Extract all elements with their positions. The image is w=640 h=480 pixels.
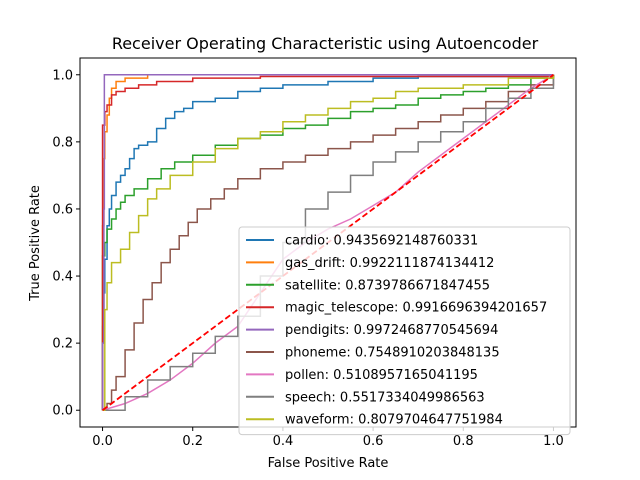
legend-entry: satellite: 0.8739786671847455	[285, 278, 490, 293]
legend-entry: gas_drift: 0.9922111874134412	[285, 256, 494, 271]
y-tick-label: 1.0	[52, 68, 73, 83]
legend-entry: pollen: 0.5108957165041195	[285, 368, 478, 383]
legend-box	[238, 226, 571, 436]
y-tick-label: 0.6	[52, 202, 73, 217]
legend: cardio: 0.9435692148760331 gas_drift: 0.9…	[238, 226, 571, 436]
y-tick-label: 0.2	[52, 337, 73, 352]
legend-entry: cardio: 0.9435692148760331	[285, 234, 478, 249]
series-line-cardio	[101, 74, 555, 411]
x-tick-label: 0.8	[453, 434, 474, 449]
x-tick-label: 0.2	[182, 434, 203, 449]
series-line-magic-telescope	[101, 74, 555, 411]
legend-entry: waveform: 0.8079704647751984	[285, 413, 503, 428]
y-tick-label: 0.4	[52, 270, 73, 285]
y-axis-ticks: 0.0 0.2 0.4 0.6 0.8 1.0	[52, 68, 80, 419]
series-line-phoneme	[102, 74, 555, 411]
y-tick-label: 0.8	[52, 135, 73, 150]
x-tick-label: 1.0	[543, 434, 564, 449]
plot-area	[101, 74, 555, 411]
legend-entry: magic_telescope: 0.9916696394201657	[285, 301, 547, 316]
series-line-waveform	[102, 74, 555, 411]
series-line-pendigits	[101, 74, 554, 411]
legend-entry: speech: 0.5517334049986563	[285, 390, 485, 405]
legend-entry: phoneme: 0.7548910203848135	[285, 346, 500, 361]
chart-title: Receiver Operating Characteristic using …	[112, 34, 539, 53]
x-axis-label: False Positive Rate	[268, 456, 389, 471]
x-tick-label: 0.0	[92, 434, 113, 449]
x-tick-label: 0.6	[363, 434, 384, 449]
y-axis-label: True Positive Rate	[28, 185, 43, 302]
x-tick-label: 0.4	[273, 434, 294, 449]
legend-entry: pendigits: 0.9972468770545694	[285, 323, 498, 338]
series-line-speech	[102, 74, 555, 411]
y-tick-label: 0.0	[52, 404, 73, 419]
